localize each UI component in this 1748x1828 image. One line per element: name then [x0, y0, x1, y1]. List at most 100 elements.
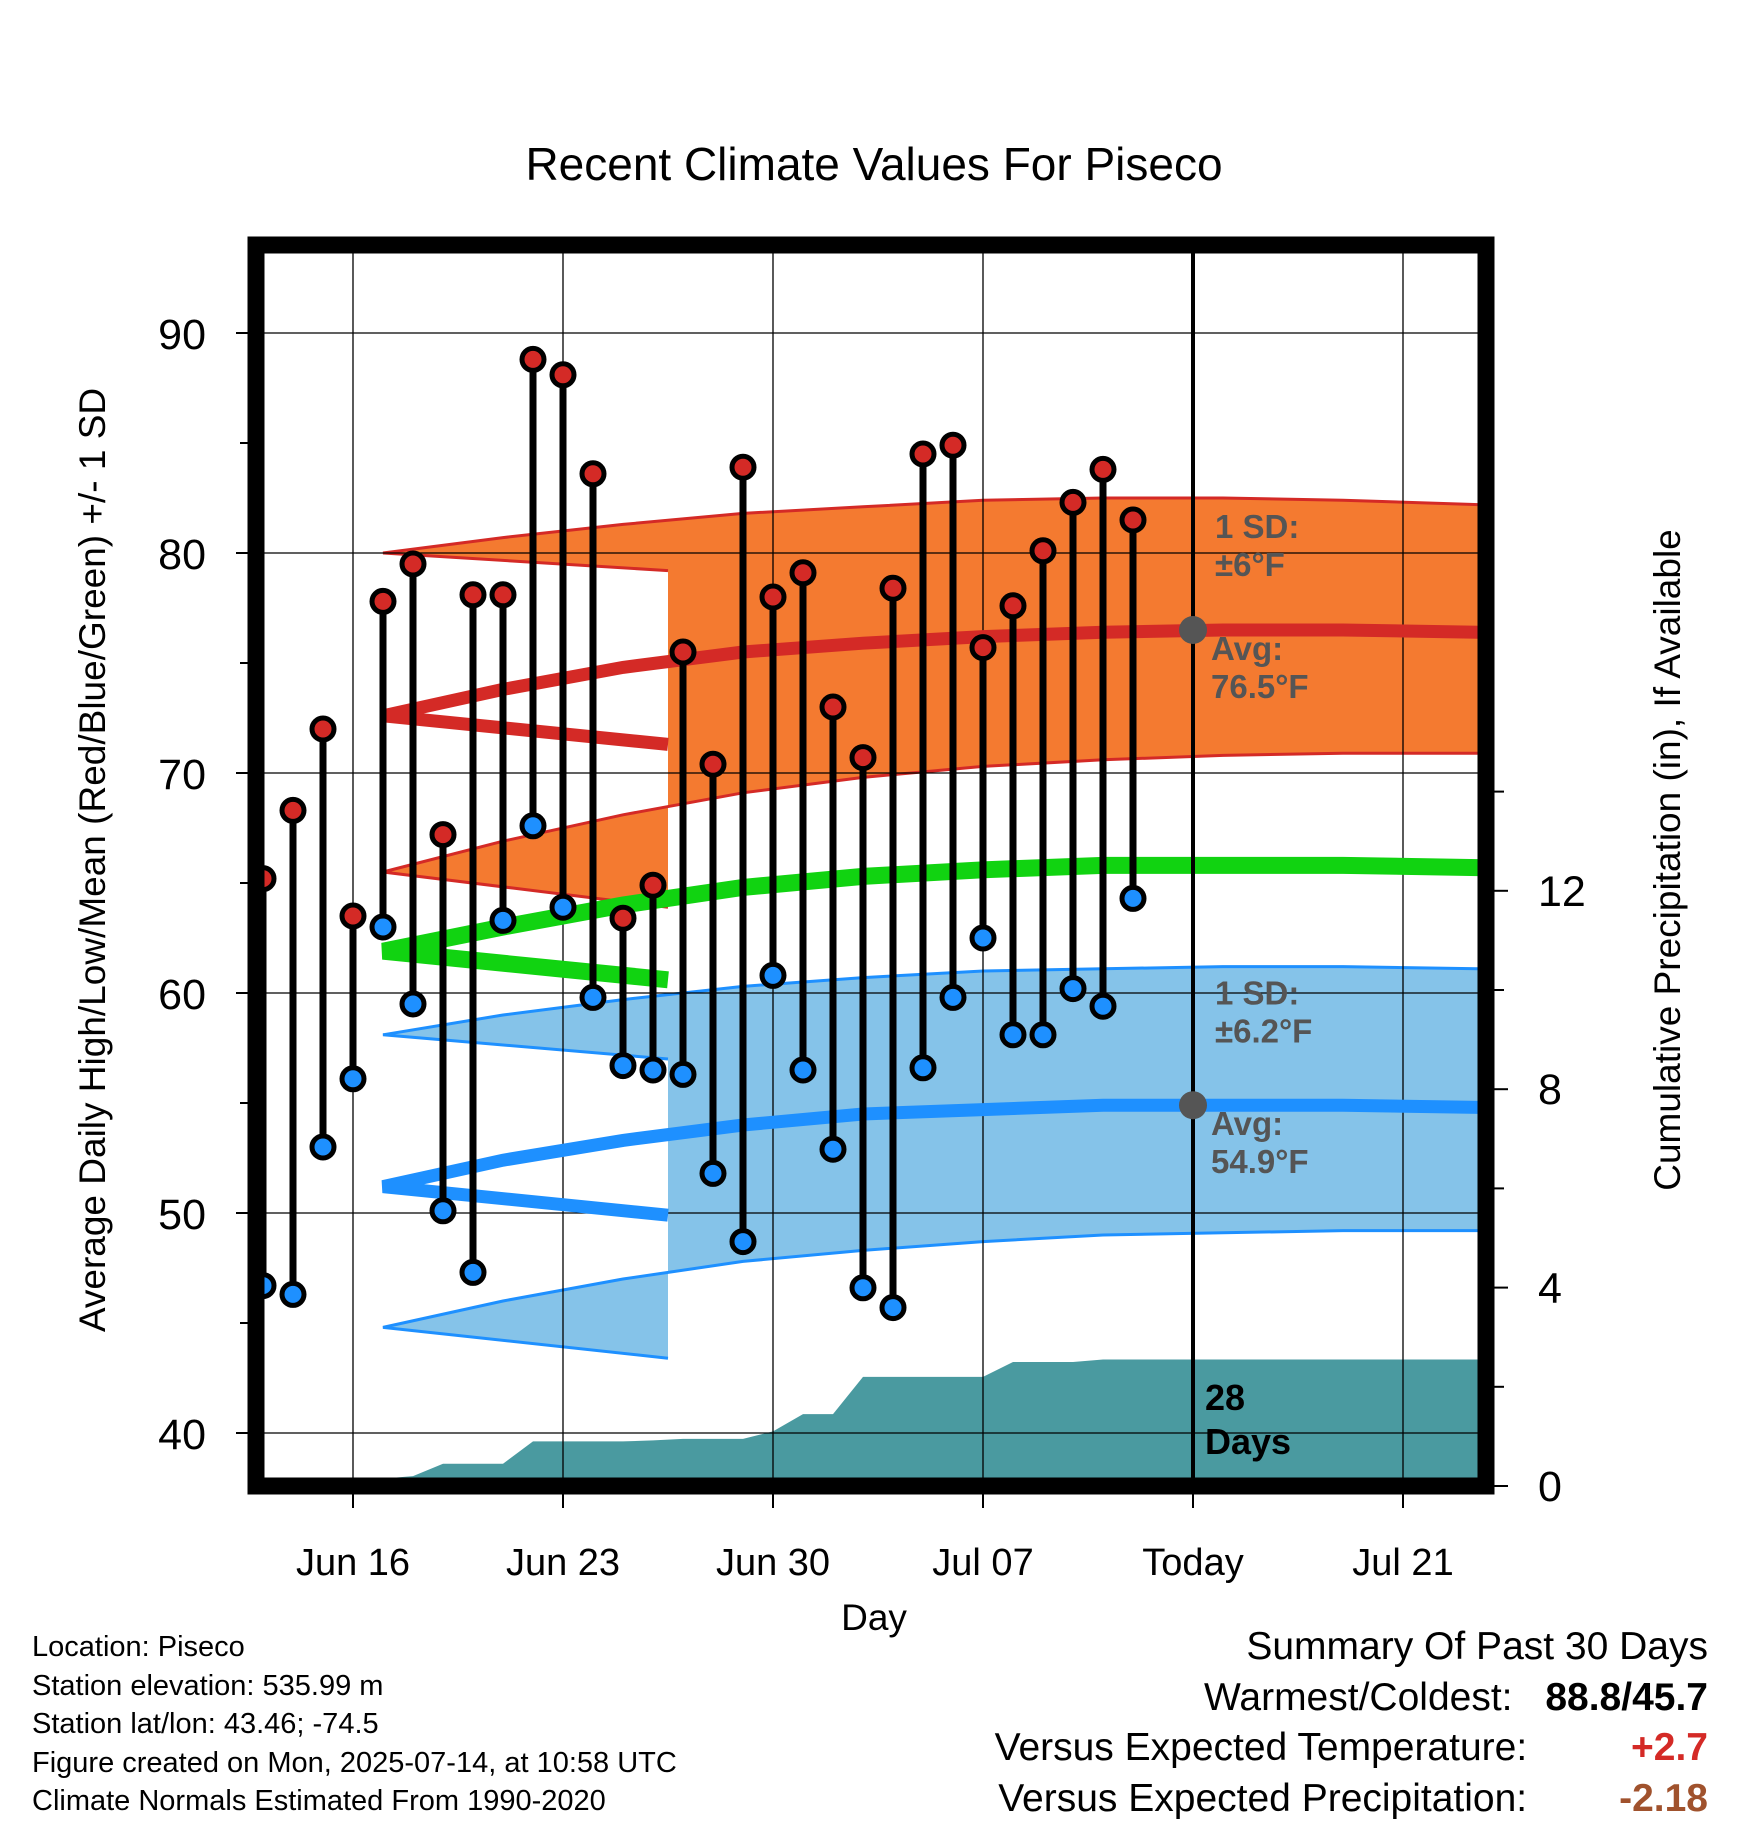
daily-low-point: [789, 1056, 817, 1084]
daily-low-point: [819, 1135, 847, 1163]
y-tick-label: 50: [158, 1191, 206, 1239]
daily-high-point: [849, 744, 877, 772]
daily-low-point: [669, 1060, 697, 1088]
slash-text: /: [1621, 1675, 1633, 1719]
daily-low-point: [609, 1052, 637, 1080]
avg-annotation: Avg:: [1211, 1105, 1283, 1142]
daily-high-point: [309, 715, 337, 743]
daily-high-point: [639, 871, 667, 899]
precip-label: Versus Expected Precipitation:: [998, 1776, 1528, 1820]
daily-low-point: [759, 961, 787, 989]
sd-annotation: ±6.2°F: [1215, 1013, 1312, 1050]
sd-annotation: 1 SD:: [1215, 508, 1299, 545]
avg-annotation: Avg:: [1211, 630, 1283, 667]
daily-low-point: [909, 1054, 937, 1082]
y2-tick-label: 0: [1538, 1463, 1562, 1511]
daily-low-point: [429, 1197, 457, 1225]
avg-annotation: 54.9°F: [1211, 1143, 1309, 1180]
daily-low-point: [279, 1280, 307, 1308]
high-sd-band-upper-edge: [382, 496, 1479, 573]
y-axis-label: Average Daily High/Low/Mean (Red/Blue/Gr…: [72, 388, 113, 1332]
daily-low-point: [1119, 884, 1147, 912]
daily-low-point: [309, 1133, 337, 1161]
daily-low-point: [729, 1228, 757, 1256]
daily-low-point: [369, 913, 397, 941]
daily-high-point: [399, 550, 427, 578]
low-sd-band: [383, 966, 1478, 1359]
daily-high-point: [279, 796, 307, 824]
daily-high-point: [939, 431, 967, 459]
latlon-text: Station lat/lon: 43.46; -74.5: [32, 1708, 379, 1740]
daily-high-point: [429, 821, 457, 849]
high-normal-line: [381, 623, 1479, 751]
daily-low-point: [339, 1065, 367, 1093]
daily-low-point: [489, 906, 517, 934]
x-tick-label: Jun 23: [506, 1542, 620, 1584]
warm-cold-label: Warmest/Coldest:: [1204, 1675, 1513, 1719]
daily-low-point: [399, 990, 427, 1018]
daily-low-point: [1059, 975, 1087, 1003]
temp-value: +2.7: [1631, 1726, 1708, 1769]
daily-low-point: [879, 1294, 907, 1322]
coldest-value: 45.7: [1632, 1675, 1708, 1719]
y2-tick-label: 12: [1538, 868, 1586, 916]
daily-high-point: [729, 453, 757, 481]
chart-title: Recent Climate Values For Piseco: [525, 138, 1222, 190]
daily-high-point: [549, 361, 577, 389]
y2-axis-label: Cumulative Precipitation (in), If Availa…: [1647, 529, 1688, 1191]
daily-high-point: [1119, 506, 1147, 534]
daily-high-point: [879, 574, 907, 602]
precip-value: -2.18: [1619, 1776, 1708, 1820]
daily-low-point: [579, 983, 607, 1011]
daily-high-point: [759, 583, 787, 611]
daily-high-point: [699, 750, 727, 778]
daily-high-point: [909, 440, 937, 468]
avg-annotation: 76.5°F: [1211, 668, 1309, 705]
created-text: Figure created on Mon, 2025-07-14, at 10…: [32, 1746, 677, 1779]
normals-text: Climate Normals Estimated From 1990-2020: [32, 1785, 606, 1817]
daily-high-point: [519, 345, 547, 373]
daily-high-point: [579, 460, 607, 488]
x-tick-label: Jun 16: [296, 1542, 410, 1584]
precip-days-label: 28: [1205, 1377, 1245, 1418]
daily-low-point: [459, 1258, 487, 1286]
y-tick-label: 80: [158, 531, 206, 579]
y-tick-label: 40: [158, 1411, 206, 1459]
daily-low-point: [519, 812, 547, 840]
y2-tick-label: 8: [1538, 1066, 1562, 1114]
y2-tick-label: 4: [1538, 1265, 1562, 1313]
x-axis-label: Day: [841, 1597, 907, 1638]
warm-cold-row: Warmest/Coldest: 88.8/45.7: [995, 1673, 1708, 1724]
location-text: Location: Piseco: [32, 1631, 245, 1663]
daily-high-point: [669, 638, 697, 666]
daily-high-point: [489, 581, 517, 609]
daily-high-point: [369, 587, 397, 615]
x-tick-label: Jul 21: [1352, 1542, 1453, 1584]
daily-low-point: [699, 1159, 727, 1187]
daily-low-point: [1029, 1021, 1057, 1049]
daily-high-point: [789, 559, 817, 587]
daily-low-point: [969, 924, 997, 952]
summary-heading: Summary Of Past 30 Days: [1246, 1625, 1708, 1668]
daily-low-point: [999, 1021, 1027, 1049]
high-sd-band: [383, 498, 1478, 908]
daily-low-point: [939, 983, 967, 1011]
summary-panel: Summary Of Past 30 Days Warmest/Coldest:…: [995, 1622, 1708, 1824]
sd-annotation: ±6°F: [1215, 546, 1285, 583]
plot-content: [256, 245, 1486, 1486]
y-tick-label: 70: [158, 751, 206, 799]
axes: 40 50 60 70 80 90 0 4 8 12 Jun 16 Jun 23 Jun 30 Jul 0…: [158, 236, 1586, 1584]
x-tick-label: Jul 07: [932, 1542, 1033, 1584]
daily-high-point: [1029, 537, 1057, 565]
daily-low-point: [1089, 992, 1117, 1020]
elevation-text: Station elevation: 535.99 m: [32, 1669, 384, 1702]
today-normal-marker: [1179, 1091, 1207, 1120]
station-info: Location: Piseco Station elevation: 535.…: [32, 1628, 677, 1821]
precip-days-label: Days: [1205, 1421, 1291, 1462]
temp-label: Versus Expected Temperature:: [994, 1726, 1528, 1769]
daily-low-point: [639, 1056, 667, 1084]
plot-frame: [247, 236, 1495, 1495]
x-tick-label: Jun 30: [716, 1542, 830, 1584]
temp-row: Versus Expected Temperature: +2.7: [995, 1723, 1708, 1774]
